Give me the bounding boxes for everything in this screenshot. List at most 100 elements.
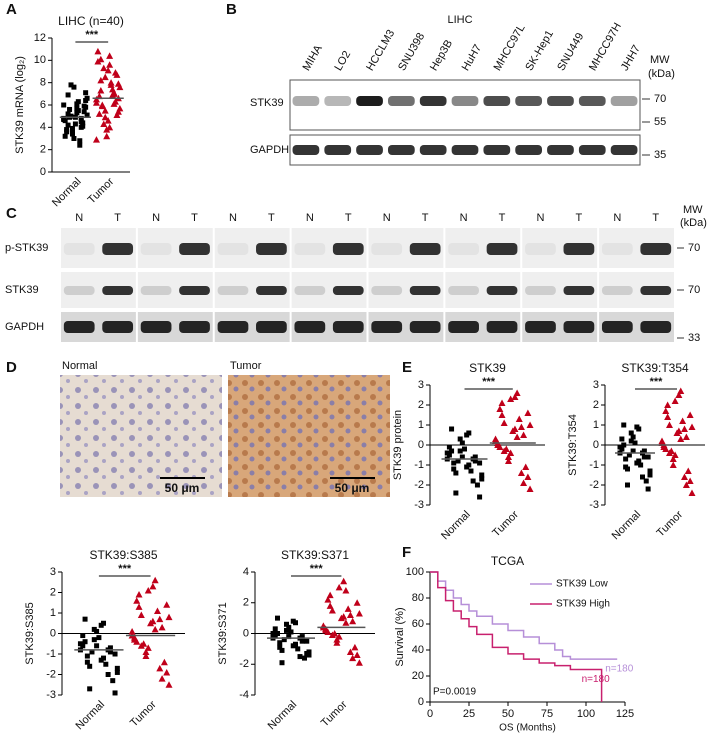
- band: [294, 286, 326, 295]
- panel-label: B: [226, 1, 237, 18]
- data-point: [333, 636, 341, 643]
- data-point: [640, 474, 645, 480]
- panel-label: C: [6, 205, 17, 222]
- data-point: [105, 672, 111, 677]
- band: [483, 145, 511, 155]
- data-point: [304, 638, 310, 644]
- data-point: [106, 52, 114, 59]
- data-point: [632, 440, 638, 446]
- y-tick-label: 4: [243, 566, 249, 578]
- band: [640, 321, 672, 333]
- data-point: [142, 648, 150, 655]
- data-point: [664, 413, 672, 420]
- data-point: [84, 659, 90, 665]
- band: [332, 321, 364, 333]
- band: [294, 321, 326, 333]
- band: [610, 145, 638, 155]
- data-point: [511, 393, 519, 400]
- band: [448, 321, 479, 333]
- data-point: [295, 646, 301, 652]
- lane-label: N: [229, 212, 237, 224]
- data-point: [290, 643, 296, 649]
- data-point: [107, 79, 115, 86]
- y-tick-label: 1: [418, 419, 424, 431]
- y-tick-label: 80: [412, 592, 424, 604]
- band: [63, 243, 95, 255]
- data-point: [496, 405, 504, 412]
- data-point: [101, 113, 109, 121]
- lane-label: T: [114, 212, 121, 224]
- data-point: [163, 668, 171, 676]
- x-tick-label: 100: [577, 708, 595, 720]
- data-point: [444, 450, 450, 456]
- y-tick-label: 8: [40, 77, 46, 89]
- data-point: [133, 638, 141, 645]
- y-tick-label: -3: [589, 499, 599, 511]
- data-point: [65, 92, 71, 98]
- data-point: [130, 634, 138, 641]
- band: [409, 243, 441, 255]
- lane-label: T: [499, 212, 506, 224]
- data-point: [628, 438, 634, 444]
- data-point: [524, 473, 532, 480]
- data-point: [92, 99, 100, 106]
- data-point: [628, 430, 634, 436]
- y-tick-label: -2: [589, 479, 599, 491]
- band: [578, 145, 606, 155]
- data-point: [625, 482, 630, 488]
- data-point: [669, 461, 677, 468]
- data-point: [621, 422, 627, 428]
- data-point: [524, 409, 532, 416]
- data-point: [302, 655, 307, 661]
- data-point: [158, 675, 166, 682]
- lane-label: N: [460, 212, 468, 224]
- data-point: [68, 82, 74, 88]
- data-point: [686, 411, 694, 418]
- legend-label: STK39 Low: [556, 579, 608, 590]
- x-tick-label: Tumor: [490, 508, 521, 539]
- data-point: [326, 602, 334, 609]
- data-point: [87, 686, 93, 692]
- data-point: [82, 616, 88, 622]
- data-point: [78, 115, 84, 121]
- data-point: [89, 649, 95, 655]
- chart-title: TCGA: [491, 554, 524, 568]
- scale-label: 50 μm: [165, 481, 200, 495]
- x-axis-label: OS (Months): [499, 723, 556, 734]
- data-point: [94, 57, 102, 65]
- data-point: [466, 430, 472, 436]
- data-point: [107, 649, 113, 655]
- y-tick-label: -1: [46, 648, 56, 660]
- data-point: [662, 445, 670, 452]
- data-point: [94, 643, 100, 649]
- data-point: [507, 395, 515, 402]
- data-point: [135, 591, 143, 598]
- data-point: [153, 607, 161, 614]
- band: [601, 243, 633, 255]
- data-point: [504, 453, 512, 460]
- data-point: [513, 433, 521, 440]
- data-point: [449, 426, 455, 432]
- data-point: [349, 617, 357, 625]
- lane-label: T: [345, 212, 352, 224]
- y-tick-label: 100: [406, 566, 424, 578]
- band: [371, 321, 403, 333]
- band: [601, 321, 633, 333]
- data-point: [104, 117, 112, 124]
- band: [102, 243, 134, 255]
- data-point: [160, 658, 168, 666]
- lane-label: JHH7: [619, 43, 643, 73]
- band: [324, 145, 352, 155]
- y-tick-label: 2: [40, 144, 46, 156]
- lane-label: N: [306, 212, 314, 224]
- data-point: [688, 423, 696, 430]
- data-point: [92, 95, 100, 103]
- data-point: [645, 454, 651, 460]
- data-point: [72, 121, 78, 127]
- data-point: [299, 638, 305, 644]
- panel-label: F: [402, 544, 411, 561]
- band: [578, 96, 606, 106]
- data-point: [468, 468, 474, 474]
- band: [292, 96, 320, 106]
- data-point: [342, 586, 350, 594]
